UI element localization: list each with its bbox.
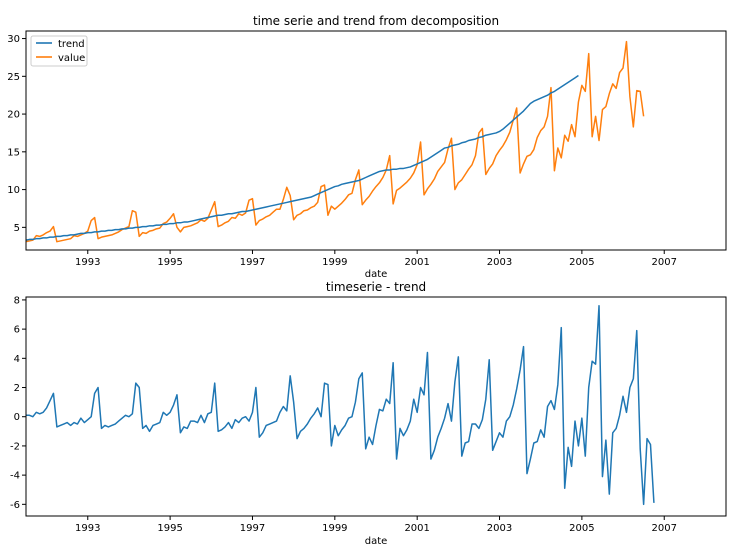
chart-bottom-series-timeserie-trend — [26, 305, 655, 506]
chart-top-x-tick-label: 1993 — [75, 257, 100, 268]
chart-bottom-title: timeserie - trend — [326, 280, 426, 294]
chart-bottom-y-tick-label: 8 — [14, 295, 20, 306]
chart-bottom-y-tick-label: 0 — [14, 412, 20, 423]
chart-top-legend: trend value — [30, 35, 88, 67]
chart-top-x-tick-label: 2001 — [404, 257, 429, 268]
chart-bottom-x-tick-label: 2003 — [487, 523, 512, 534]
chart-bottom-y-axis: -6 -4 -2 0 2 4 6 8 — [10, 295, 26, 511]
chart-bottom-y-tick-label: -2 — [10, 441, 20, 452]
chart-bottom-x-tick-label: 2005 — [569, 523, 594, 534]
chart-bottom-x-tick-label: 1997 — [240, 523, 265, 534]
chart-bottom-x-axis: 1993 1995 1997 1999 2001 2003 2005 2007 — [75, 516, 677, 534]
chart-top-series-trend — [26, 74, 579, 241]
chart-top-y-tick-label: 10 — [7, 185, 20, 196]
chart-top-series-value — [26, 40, 645, 243]
chart-top-plot-area — [26, 40, 645, 243]
chart-top-x-axis: 1993 1995 1997 1999 2001 2003 2005 2007 — [75, 250, 677, 268]
chart-top-y-tick-label: 20 — [7, 110, 20, 121]
chart-bottom-y-tick-label: -6 — [10, 500, 20, 511]
chart-bottom-plot-area — [26, 305, 655, 506]
chart-bottom-x-tick-label: 1993 — [75, 523, 100, 534]
chart-bottom-x-tick-label: 2007 — [652, 523, 677, 534]
chart-top: time serie and trend from decomposition … — [7, 14, 727, 280]
legend-label-value: value — [58, 53, 85, 64]
chart-top-y-axis: 5 10 15 20 25 30 — [7, 34, 26, 234]
chart-bottom-y-tick-label: 2 — [14, 383, 20, 394]
legend-label-trend: trend — [58, 39, 85, 50]
chart-top-x-tick-label: 1995 — [157, 257, 182, 268]
chart-top-y-tick-label: 25 — [7, 72, 20, 83]
chart-bottom-y-tick-label: 6 — [14, 325, 20, 336]
chart-top-y-tick-label: 30 — [7, 34, 20, 45]
chart-top-x-tick-label: 1999 — [322, 257, 347, 268]
chart-top-x-tick-label: 2005 — [569, 257, 594, 268]
chart-top-y-tick-label: 15 — [7, 147, 20, 158]
chart-top-x-tick-label: 2003 — [487, 257, 512, 268]
chart-top-frame — [25, 30, 727, 251]
chart-top-x-axis-title: date — [365, 269, 388, 280]
chart-bottom-x-tick-label: 1999 — [322, 523, 347, 534]
chart-top-x-tick-label: 2007 — [652, 257, 677, 268]
chart-bottom-frame — [25, 296, 727, 517]
chart-top-y-tick-label: 5 — [14, 223, 20, 234]
chart-bottom-x-tick-label: 2001 — [404, 523, 429, 534]
chart-bottom-x-tick-label: 1995 — [157, 523, 182, 534]
chart-top-title: time serie and trend from decomposition — [253, 14, 499, 28]
chart-top-x-tick-label: 1997 — [240, 257, 265, 268]
chart-bottom-y-tick-label: -4 — [10, 471, 20, 482]
chart-bottom-x-axis-title: date — [365, 536, 388, 547]
chart-bottom-y-tick-label: 4 — [14, 354, 20, 365]
